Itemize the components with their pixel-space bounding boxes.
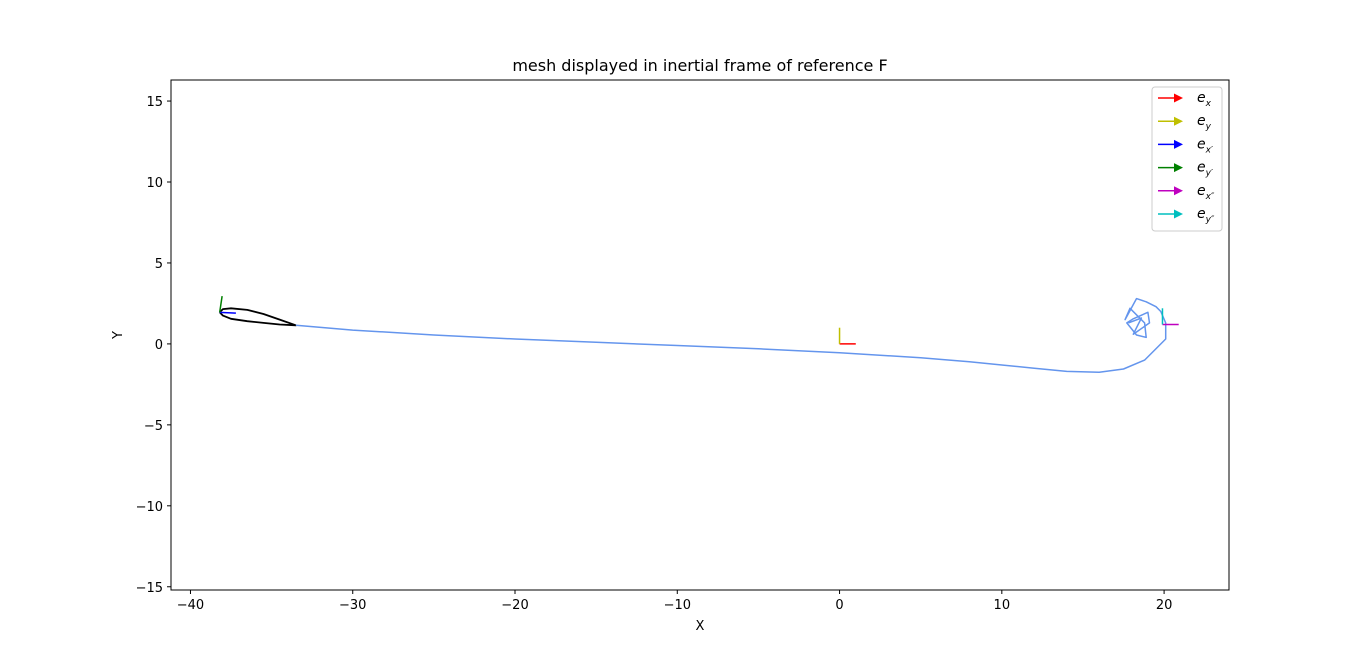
frame-vector-e-yp	[218, 296, 223, 313]
legend-arrowhead	[1174, 186, 1183, 196]
y-tick-label: −10	[136, 500, 163, 515]
legend-label: ey′	[1197, 160, 1213, 179]
chart-title: mesh displayed in inertial frame of refe…	[512, 56, 887, 75]
y-tick-label: −5	[144, 419, 163, 434]
x-tick-label: −30	[339, 598, 366, 613]
y-tick-label: 5	[155, 257, 163, 272]
y-tick-label: 0	[155, 338, 163, 353]
y-tick-label: −15	[136, 581, 163, 596]
legend-arrowhead	[1174, 93, 1183, 103]
legend-arrowhead	[1174, 209, 1183, 219]
plot-series	[219, 297, 1167, 373]
airfoil-line	[219, 307, 297, 327]
legend-label: ex′	[1197, 136, 1213, 155]
wake-line	[295, 297, 1167, 373]
x-tick-label: −20	[501, 598, 528, 613]
x-tick-label: 10	[994, 598, 1011, 613]
legend-box	[1151, 86, 1223, 232]
frame-vectors	[218, 296, 1179, 345]
legend-label: ey	[1197, 113, 1212, 132]
legend-arrowhead	[1174, 116, 1183, 126]
plot-area-frame	[170, 79, 1230, 591]
legend-label: ey″	[1197, 206, 1215, 225]
x-axis-ticks: −40 −30 −20 −10 0 10 20	[177, 590, 1173, 613]
x-tick-label: −40	[177, 598, 204, 613]
y-axis-label: Y	[111, 331, 126, 340]
y-axis-ticks: −15 −10 −5 0 5 10 15	[136, 95, 171, 596]
x-tick-label: 0	[835, 598, 843, 613]
legend-arrowhead	[1174, 139, 1183, 149]
legend-arrowhead	[1174, 163, 1183, 173]
x-tick-label: 20	[1156, 598, 1173, 613]
y-tick-label: 10	[146, 176, 163, 191]
legend: ex ey ex′ ey′ ex″ ey″	[1151, 86, 1223, 232]
x-axis-label: X	[696, 619, 705, 634]
y-tick-label: 15	[146, 95, 163, 110]
legend-label: ex″	[1197, 183, 1215, 202]
legend-label: ex	[1197, 90, 1212, 109]
x-tick-label: −10	[664, 598, 691, 613]
frame-vector-e-xp	[219, 311, 236, 314]
